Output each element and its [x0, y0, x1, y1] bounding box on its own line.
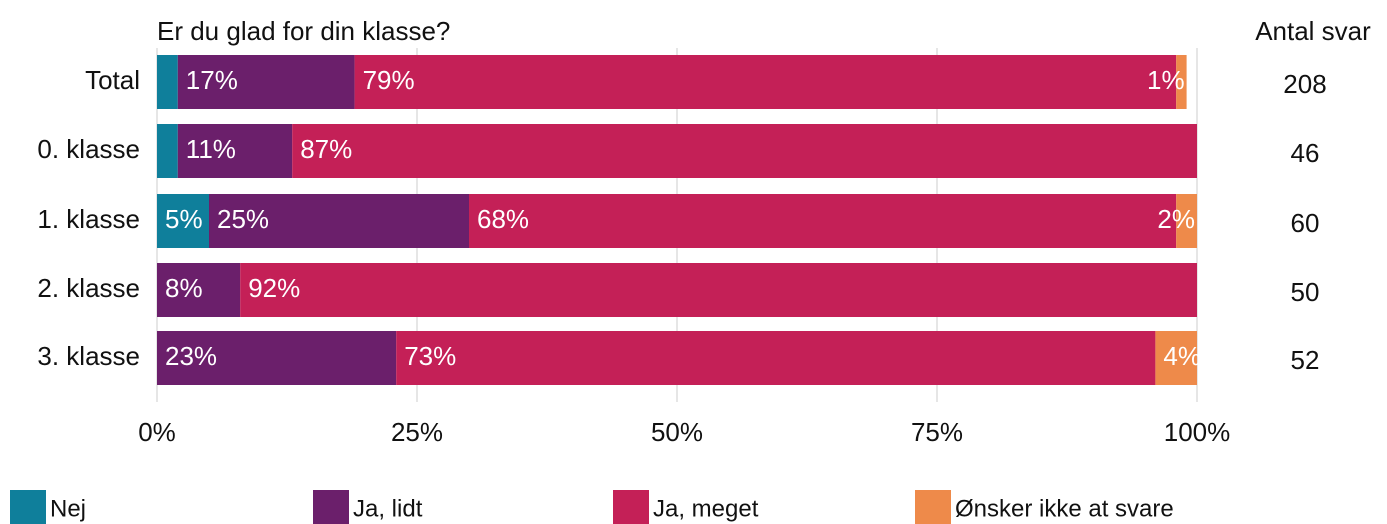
bar-segment	[177, 124, 293, 178]
y-tick-label: Total	[85, 65, 140, 95]
y-tick-label: 3. klasse	[37, 341, 140, 371]
y-tick-label: 1. klasse	[37, 204, 140, 234]
value-label: 8%	[165, 273, 203, 303]
x-tick-label: 25%	[391, 417, 443, 447]
y-tick-label: 0. klasse	[37, 134, 140, 164]
x-tick-label: 50%	[651, 417, 703, 447]
value-label: 11%	[186, 134, 236, 164]
legend-label: Ja, meget	[653, 495, 759, 522]
bar-segment	[240, 263, 1197, 317]
bar-segment	[157, 331, 397, 385]
bar-segment	[1176, 55, 1187, 109]
chart-title: Er du glad for din klasse?	[157, 16, 450, 46]
value-label: 4%	[1163, 341, 1201, 371]
legend-swatch	[10, 490, 46, 524]
total-count: 208	[1283, 69, 1326, 99]
x-tick-label: 0%	[138, 417, 176, 447]
legend-label: Ja, lidt	[353, 495, 423, 522]
value-label: 68%	[477, 204, 529, 234]
bar-segment	[157, 263, 241, 317]
bar-segment	[396, 331, 1156, 385]
value-label: 79%	[363, 65, 415, 95]
total-count: 52	[1291, 345, 1320, 375]
y-tick-label: 2. klasse	[37, 273, 140, 303]
legend-swatch	[915, 490, 951, 524]
value-label: 23%	[165, 341, 217, 371]
value-label: 25%	[217, 204, 269, 234]
bar-segment	[1176, 194, 1197, 248]
bar-segment	[469, 194, 1177, 248]
value-label: 1%	[1147, 65, 1185, 95]
x-tick-label: 100%	[1164, 417, 1231, 447]
legend-label: Nej	[50, 495, 86, 522]
legend-swatch	[613, 490, 649, 524]
value-label: 5%	[165, 204, 203, 234]
value-label: 92%	[248, 273, 300, 303]
bar-segment	[177, 55, 355, 109]
legend-label: Ønsker ikke at svare	[955, 495, 1174, 522]
totals-title: Antal svar	[1255, 16, 1371, 46]
bar-segment	[354, 55, 1177, 109]
total-count: 60	[1291, 208, 1320, 238]
bar-segment	[157, 55, 178, 109]
bar-segment	[1155, 331, 1197, 385]
value-label: 87%	[300, 134, 352, 164]
bar-segment	[292, 124, 1197, 178]
value-label: 2%	[1157, 204, 1195, 234]
bar-segment	[157, 194, 209, 248]
total-count: 50	[1291, 277, 1320, 307]
value-label: 73%	[404, 341, 456, 371]
bar-segment	[209, 194, 469, 248]
total-count: 46	[1291, 138, 1320, 168]
value-label: 17%	[186, 65, 238, 95]
x-tick-label: 75%	[911, 417, 963, 447]
legend-swatch	[313, 490, 349, 524]
bar-segment	[157, 124, 178, 178]
